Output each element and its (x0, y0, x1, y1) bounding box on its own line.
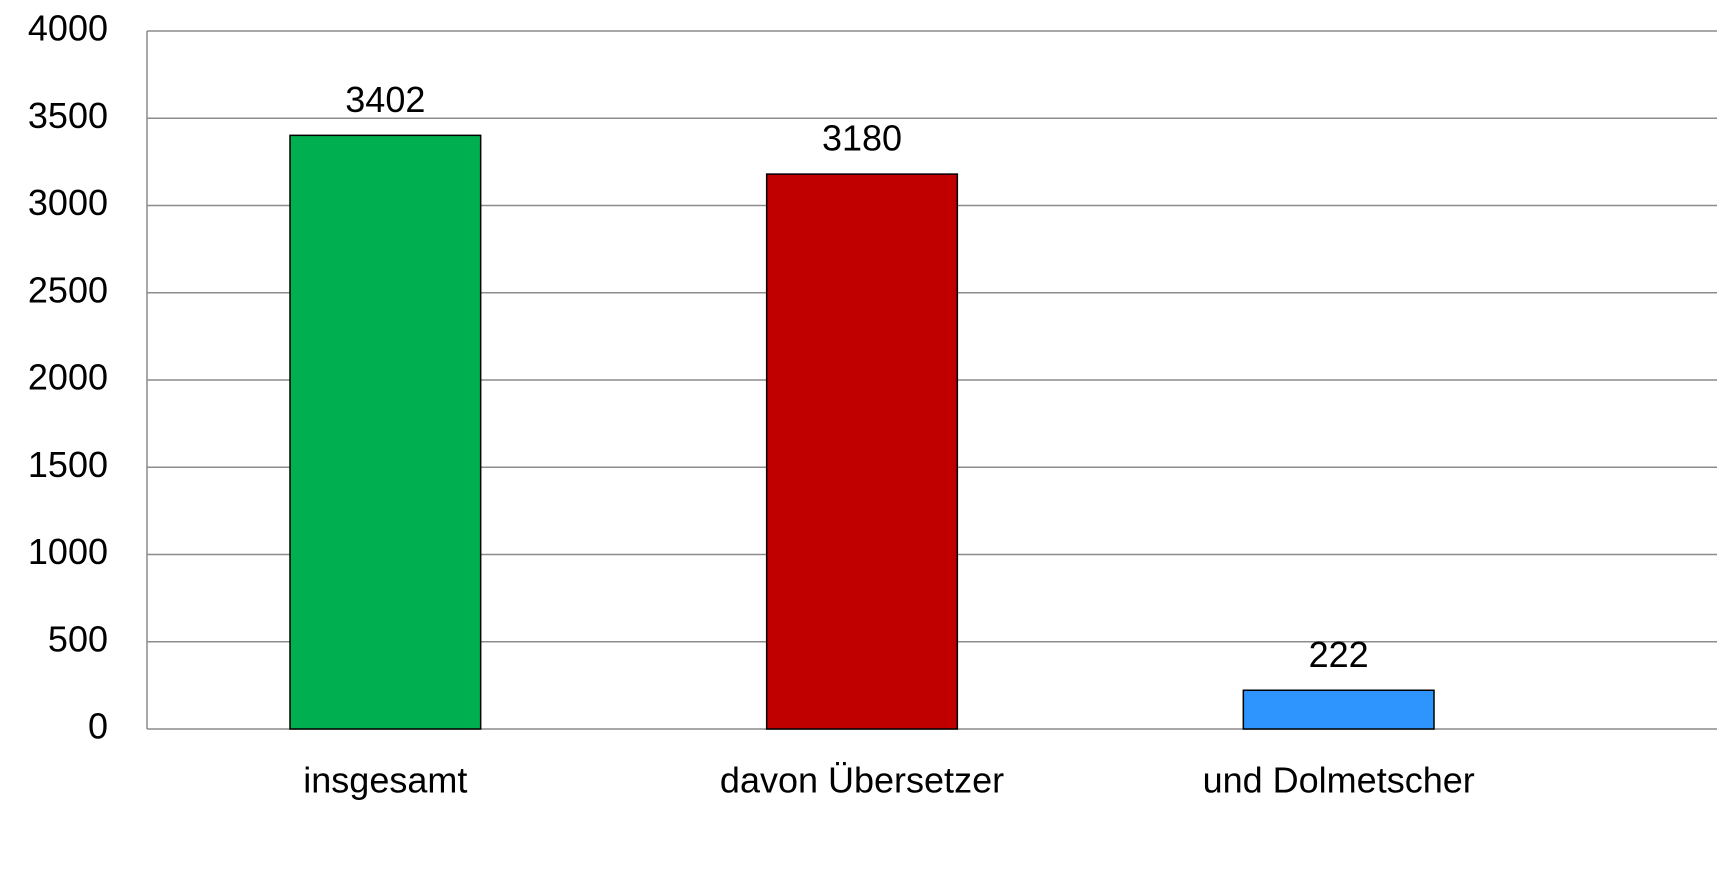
bar (289, 134, 482, 730)
y-tick-label: 4000 (28, 8, 108, 49)
data-label: 222 (1309, 634, 1369, 675)
y-tick-label: 500 (48, 618, 108, 659)
bar (765, 173, 959, 730)
data-label: 3180 (822, 118, 902, 159)
data-label: 3402 (345, 79, 425, 120)
x-tick-label: davon Übersetzer (720, 760, 1004, 801)
y-tick-label: 1500 (28, 444, 108, 485)
y-tick-label: 2500 (28, 269, 108, 310)
y-tick-label: 2000 (28, 357, 108, 398)
x-tick-label: und Dolmetscher (1203, 760, 1475, 801)
y-tick-label: 0 (88, 706, 108, 747)
bar (1242, 689, 1435, 730)
y-tick-label: 3000 (28, 182, 108, 223)
y-tick-label: 3500 (28, 95, 108, 136)
y-tick-label: 1000 (28, 531, 108, 572)
x-tick-label: insgesamt (303, 760, 467, 801)
